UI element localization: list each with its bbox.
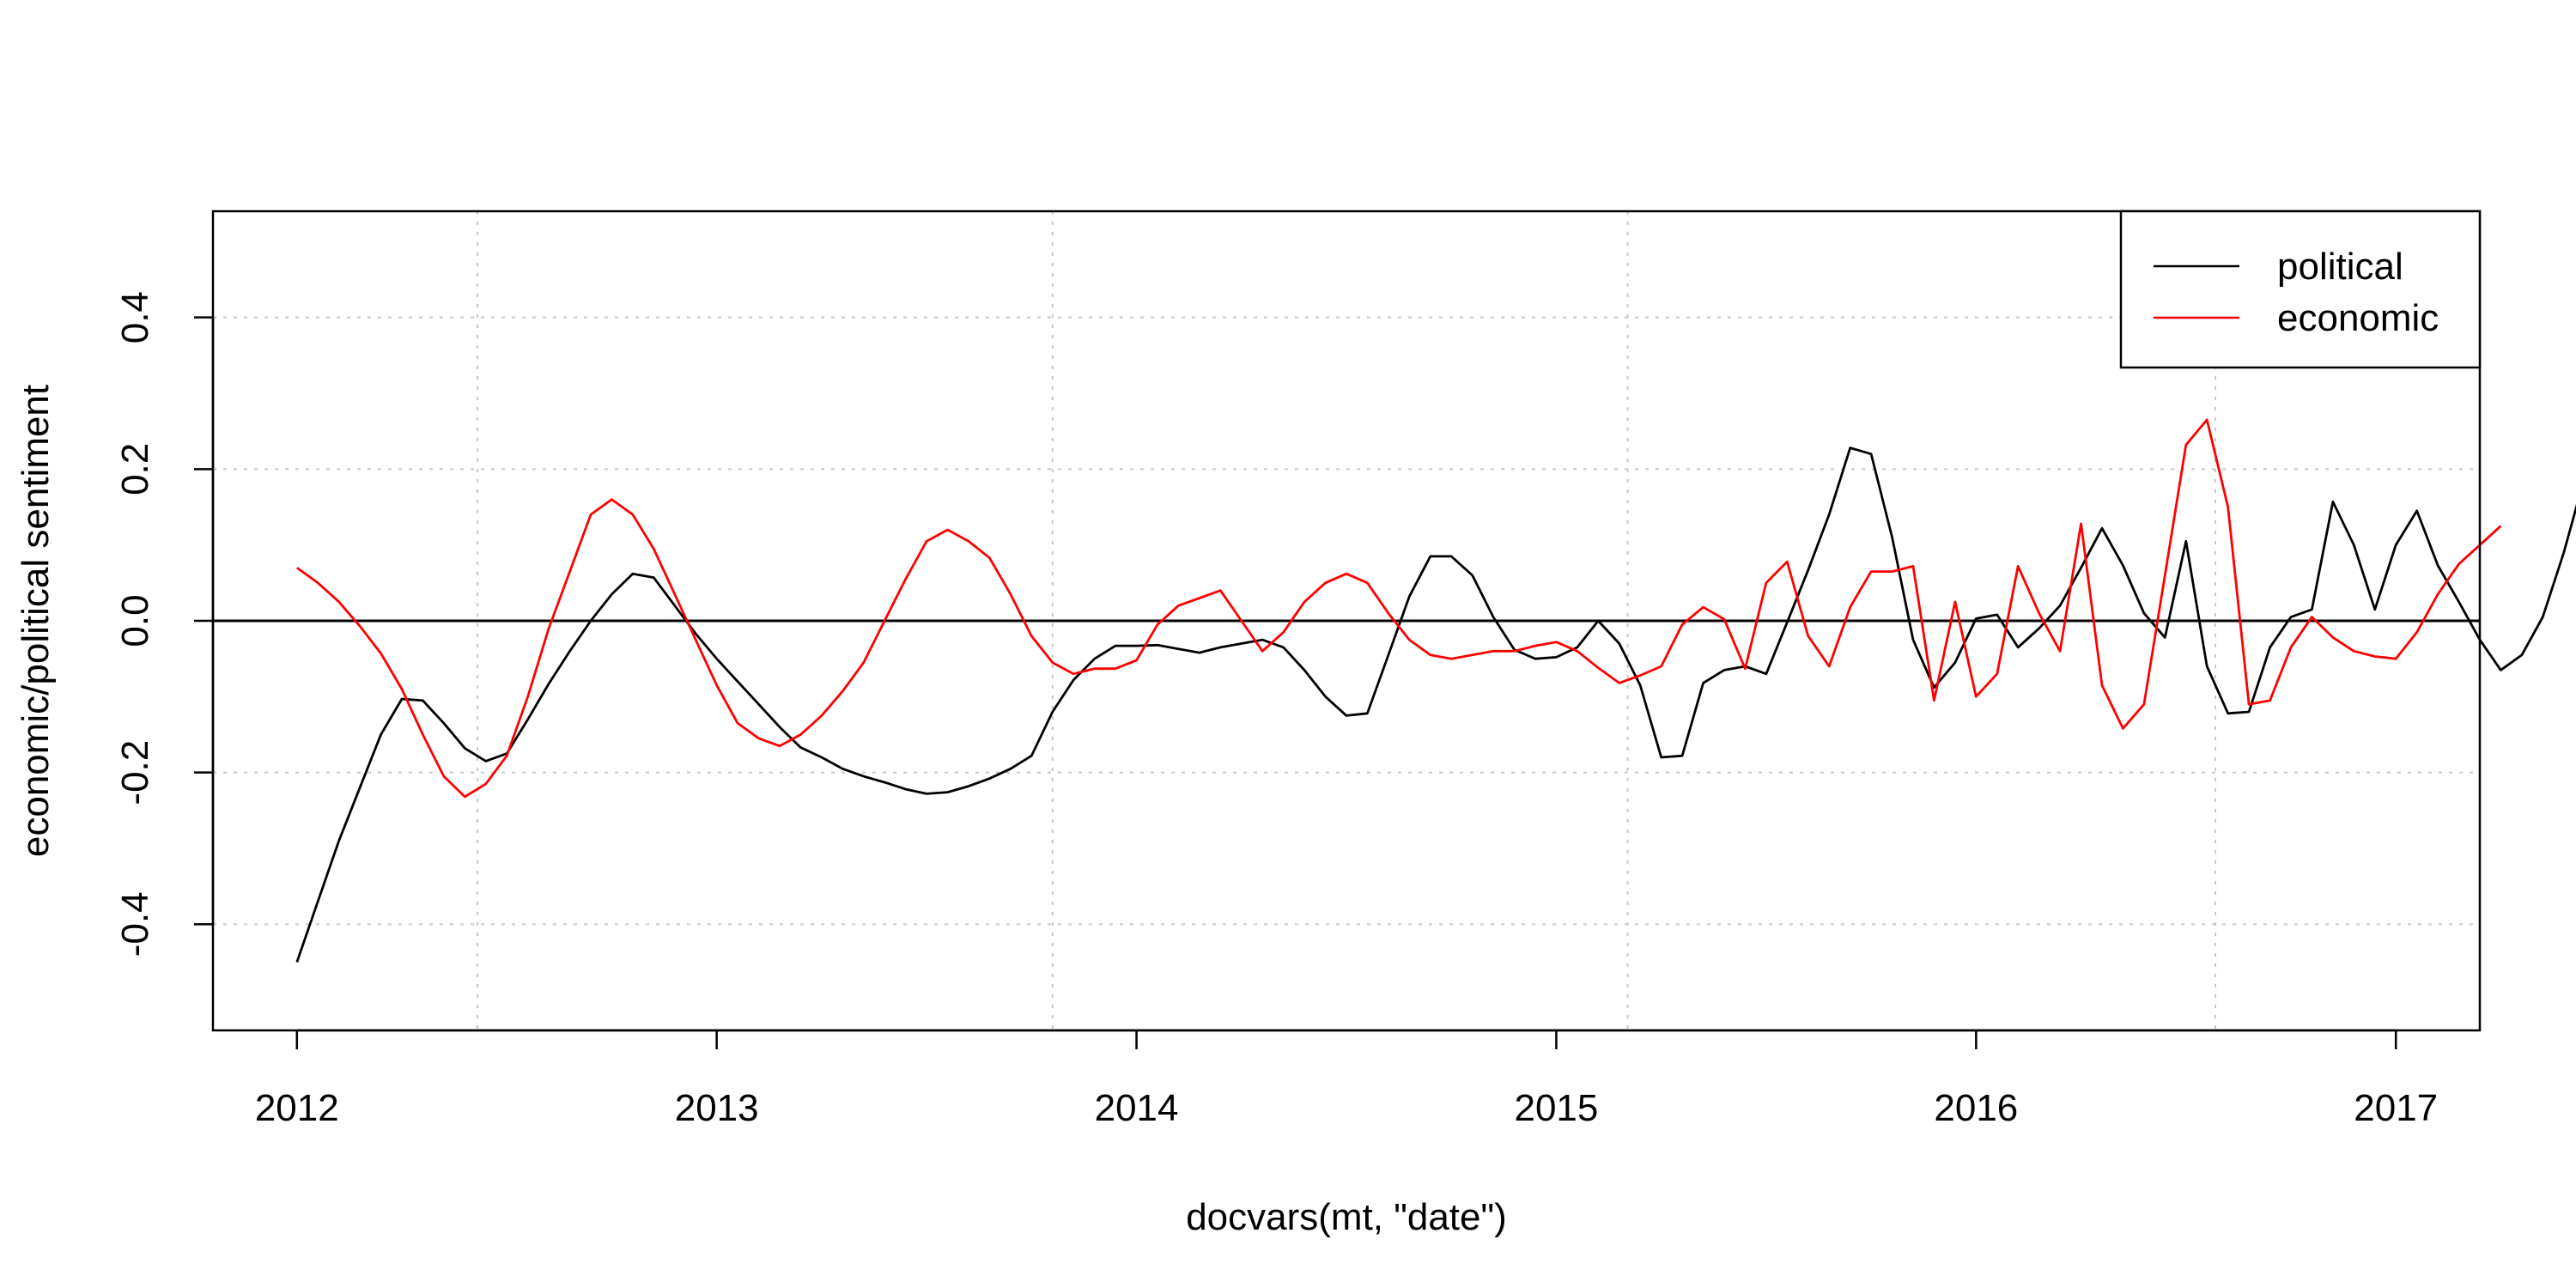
y-axis-label: economic/political sentiment [15, 385, 57, 857]
x-axis: 2012 2013 2014 2015 2016 2017 [255, 1029, 2438, 1129]
series-line-political [295, 447, 2576, 963]
y-tick-label: 0.2 [114, 443, 156, 495]
legend-box [2119, 210, 2482, 369]
y-tick-label: -0.2 [114, 740, 156, 805]
y-axis: -0.4 -0.2 0.0 0.2 0.4 [114, 291, 215, 957]
y-tick-label: 0.4 [114, 291, 156, 343]
x-tick-label: 2014 [1095, 1087, 1179, 1129]
y-tick-label: -0.4 [114, 891, 156, 957]
legend-label-political: political [2277, 246, 2403, 288]
x-tick-label: 2016 [1934, 1087, 2018, 1129]
x-tick-label: 2015 [1514, 1087, 1598, 1129]
x-tick-label: 2013 [675, 1087, 759, 1129]
legend-label-economic: economic [2277, 297, 2439, 339]
y-tick-label: 0.0 [114, 594, 156, 647]
grid-layer [213, 211, 2480, 1030]
series-layer [295, 418, 2576, 963]
x-axis-label: docvars(mt, "date") [1186, 1196, 1507, 1238]
x-tick-label: 2017 [2354, 1087, 2438, 1129]
series-line-economic [295, 418, 2502, 799]
legend: political economic [2119, 210, 2482, 369]
x-tick-label: 2012 [255, 1087, 339, 1129]
